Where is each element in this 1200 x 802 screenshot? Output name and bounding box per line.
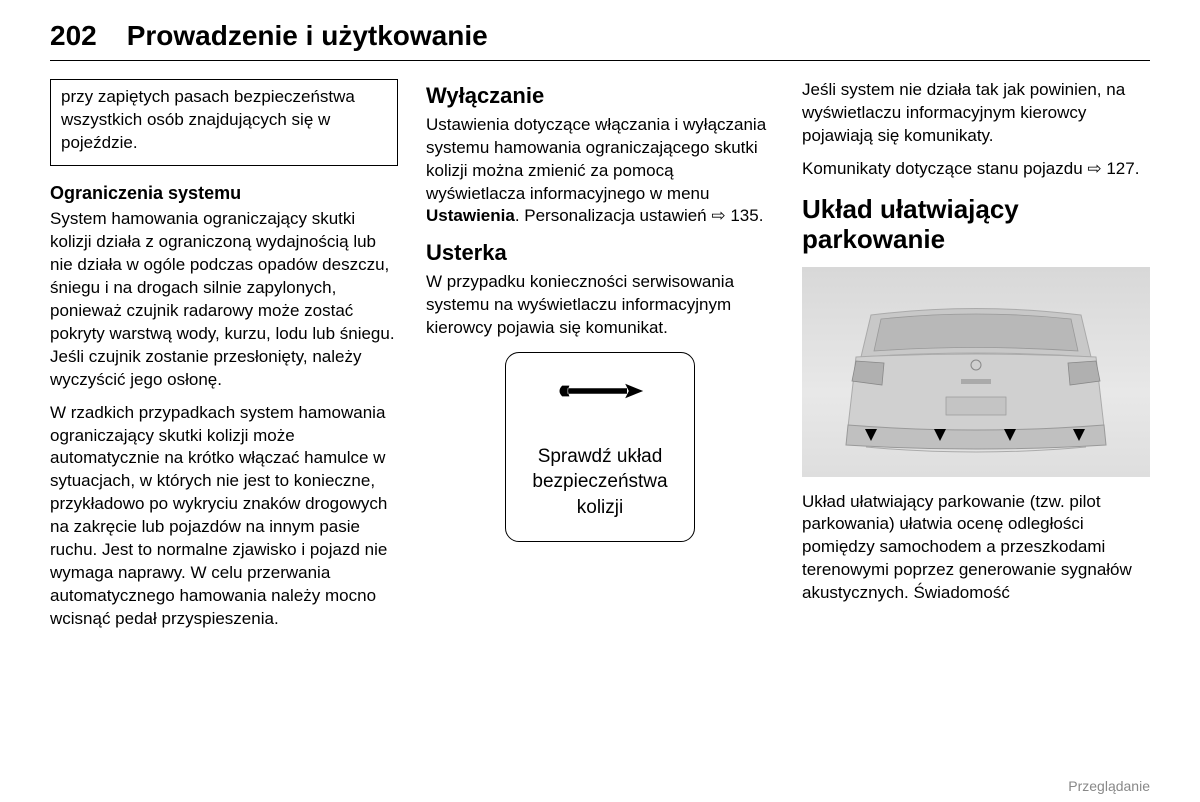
sensor-arrow-icon bbox=[1004, 429, 1016, 441]
column-2: Wyłączanie Ustawienia dotyczące włączani… bbox=[426, 79, 774, 641]
paragraph-status-ref: Komunikaty dotyczące stanu pojazdu ⇨ 127… bbox=[802, 158, 1150, 181]
wrench-icon bbox=[520, 377, 680, 412]
heading-disabling: Wyłączanie bbox=[426, 81, 774, 111]
paragraph-disabling: Ustawienia dotyczące włączania i wyłącza… bbox=[426, 114, 774, 229]
alert-text: Sprawdź układ bezpieczeństwa kolizji bbox=[520, 444, 680, 521]
alert-box: Sprawdź układ bezpieczeństwa kolizji bbox=[505, 352, 695, 542]
column-1: przy zapiętych pasach bezpieczeństwa wsz… bbox=[50, 79, 398, 641]
sensor-arrow-icon bbox=[934, 429, 946, 441]
car-rear-illustration bbox=[802, 267, 1150, 477]
paragraph-fault: W przypadku konieczności serwisowania sy… bbox=[426, 271, 774, 340]
content-columns: przy zapiętych pasach bezpieczeństwa wsz… bbox=[50, 79, 1150, 641]
sensor-arrow-icon bbox=[865, 429, 877, 441]
footer-label: Przeglądanie bbox=[1068, 778, 1150, 794]
paragraph-parking-desc: Układ ułatwiający parkowanie (tzw. pilot… bbox=[802, 491, 1150, 606]
paragraph-system-status: Jeśli system nie działa tak jak powinien… bbox=[802, 79, 1150, 148]
page-header: 202 Prowadzenie i użytkowanie bbox=[50, 20, 1150, 61]
subheading-limitations: Ograniczenia systemu bbox=[50, 181, 398, 205]
paragraph-limitations-1: System hamowania ograniczający skutki ko… bbox=[50, 208, 398, 392]
paragraph-limitations-2: W rzadkich przypadkach system hamowania … bbox=[50, 402, 398, 631]
sensor-arrow-icon bbox=[1073, 429, 1085, 441]
boxed-note: przy zapiętych pasach bezpieczeństwa wsz… bbox=[50, 79, 398, 166]
page-number: 202 bbox=[50, 20, 97, 52]
heading-fault: Usterka bbox=[426, 238, 774, 268]
chapter-title: Prowadzenie i użytkowanie bbox=[127, 20, 488, 52]
boxed-note-text: przy zapiętych pasach bezpieczeństwa wsz… bbox=[61, 87, 355, 152]
column-3: Jeśli system nie działa tak jak powinien… bbox=[802, 79, 1150, 641]
heading-parking: Układ ułatwiający parkowanie bbox=[802, 195, 1150, 255]
